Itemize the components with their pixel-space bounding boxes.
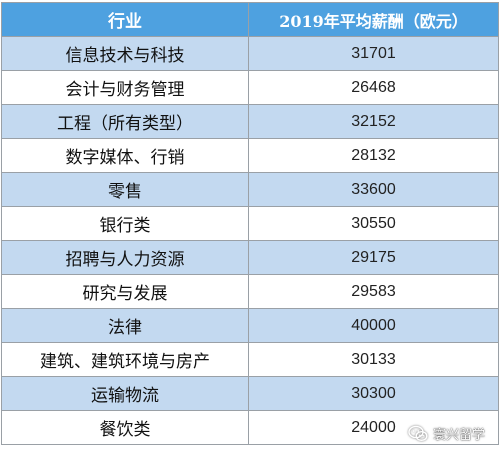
table-row: 银行类 30550 xyxy=(1,206,499,241)
table-row: 研究与发展 29583 xyxy=(1,274,499,309)
cell-industry: 法律 xyxy=(1,308,249,343)
cell-industry: 会计与财务管理 xyxy=(1,70,249,105)
cell-industry: 运输物流 xyxy=(1,376,249,411)
table-header-row: 行业 2019年平均薪酬（欧元） xyxy=(1,2,499,37)
cell-salary: 33600 xyxy=(248,172,499,207)
cell-industry: 餐饮类 xyxy=(1,410,249,445)
table-row: 数字媒体、行销 28132 xyxy=(1,138,499,173)
cell-salary: 28132 xyxy=(248,138,499,173)
cell-industry: 工程（所有类型） xyxy=(1,104,249,139)
cell-salary: 30300 xyxy=(248,376,499,411)
cell-industry: 建筑、建筑环境与房产 xyxy=(1,342,249,377)
salary-table: 行业 2019年平均薪酬（欧元） 信息技术与科技 31701 会计与财务管理 2646… xyxy=(1,2,499,445)
cell-salary: 31701 xyxy=(248,36,499,71)
cell-salary: 24000 xyxy=(248,410,499,445)
table-row: 招聘与人力资源 29175 xyxy=(1,240,499,275)
table-row: 零售 33600 xyxy=(1,172,499,207)
table-row: 工程（所有类型） 32152 xyxy=(1,104,499,139)
cell-industry: 信息技术与科技 xyxy=(1,36,249,71)
watermark-text: 寰兴留学 xyxy=(432,428,485,443)
cell-salary: 32152 xyxy=(248,104,499,139)
header-industry: 行业 xyxy=(1,2,249,37)
cell-salary: 29175 xyxy=(248,240,499,275)
cell-salary: 26468 xyxy=(248,70,499,105)
cell-salary: 30550 xyxy=(248,206,499,241)
table-row: 会计与财务管理 26468 xyxy=(1,70,499,105)
watermark: 寰兴留学 xyxy=(408,424,485,443)
table-body: 信息技术与科技 31701 会计与财务管理 26468 工程（所有类型） 32152 数字媒… xyxy=(1,36,499,445)
cell-salary: 30133 xyxy=(248,342,499,377)
table-row: 信息技术与科技 31701 xyxy=(1,36,499,71)
table-row: 建筑、建筑环境与房产 30133 xyxy=(1,342,499,377)
table-row: 运输物流 30300 xyxy=(1,376,499,411)
cell-industry: 研究与发展 xyxy=(1,274,249,309)
cell-industry: 招聘与人力资源 xyxy=(1,240,249,275)
cell-industry: 零售 xyxy=(1,172,249,207)
cell-salary: 29583 xyxy=(248,274,499,309)
cell-industry: 银行类 xyxy=(1,206,249,241)
cell-salary: 40000 xyxy=(248,308,499,343)
cell-industry: 数字媒体、行销 xyxy=(1,138,249,173)
wechat-icon xyxy=(408,425,428,442)
header-salary: 2019年平均薪酬（欧元） xyxy=(248,2,499,37)
table-row: 法律 40000 xyxy=(1,308,499,343)
table-row: 餐饮类 24000 xyxy=(1,410,499,445)
